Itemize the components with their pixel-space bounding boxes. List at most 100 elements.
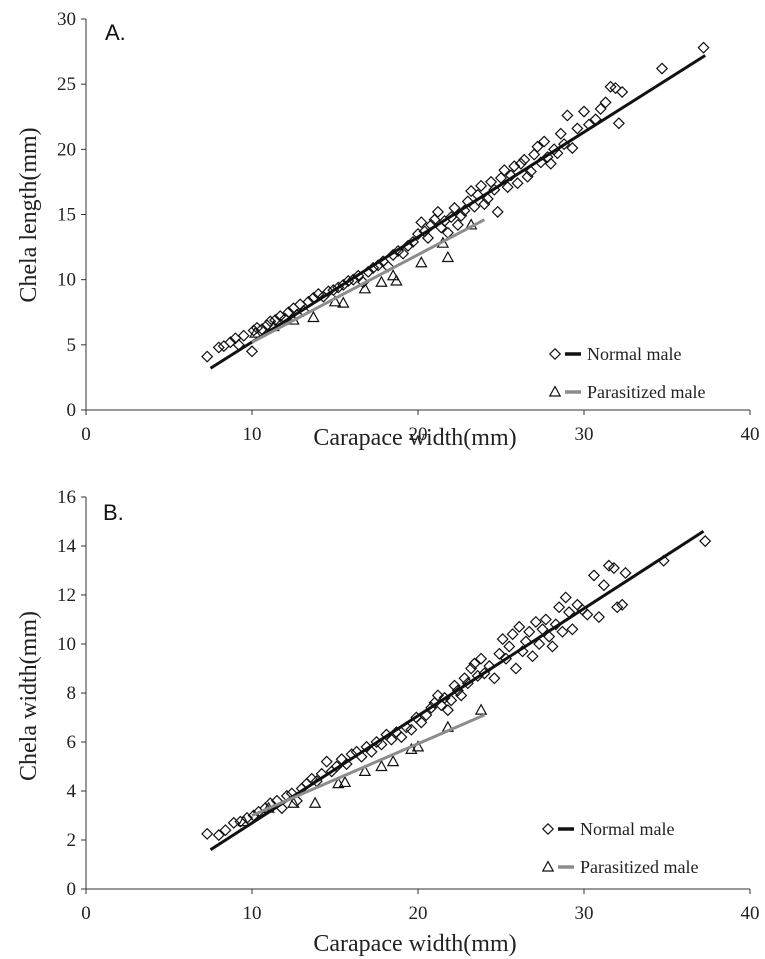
data-point-normal xyxy=(613,117,625,130)
panel-b-x-axis-title: Carapace width(mm) xyxy=(313,931,516,957)
data-point-normal xyxy=(526,650,539,663)
x-tick-label: 40 xyxy=(741,424,760,445)
fit-line-parasitized xyxy=(251,218,486,344)
data-point-normal xyxy=(699,535,711,547)
legend-marker-parasitized xyxy=(549,386,561,397)
data-point-normal xyxy=(496,633,509,645)
legend-marker-normal xyxy=(549,348,561,360)
panel-a-x-axis-title: Carapace width(mm) xyxy=(313,425,516,451)
x-tick-label: 30 xyxy=(575,903,594,924)
panel-a-ticks: 0 5 10 15 20 25 30 0 10 20 30 40 xyxy=(57,9,760,445)
x-tick-label: 0 xyxy=(81,903,91,924)
data-point-normal xyxy=(571,598,584,611)
data-point-normal xyxy=(616,86,628,98)
data-point-normal xyxy=(571,122,584,135)
y-tick-label: 0 xyxy=(67,400,77,421)
data-point-normal xyxy=(581,608,594,621)
panel-a-legend: Normal male Parasitized male xyxy=(549,344,705,402)
panel-b-marks xyxy=(201,530,711,852)
fit-line-normal xyxy=(209,54,706,370)
data-point-normal xyxy=(201,828,213,840)
data-point-normal xyxy=(530,616,542,628)
data-point-normal xyxy=(656,62,668,75)
data-point-normal xyxy=(395,731,408,743)
data-point-normal xyxy=(491,206,504,218)
data-point-normal xyxy=(213,341,225,354)
data-point-normal xyxy=(598,579,610,592)
legend-label-normal: Normal male xyxy=(580,819,674,839)
x-tick-label: 30 xyxy=(575,424,594,445)
y-tick-label: 20 xyxy=(57,139,76,160)
data-point-normal xyxy=(493,647,506,660)
data-point-normal xyxy=(554,127,567,140)
data-point-normal xyxy=(544,157,557,170)
data-point-normal xyxy=(246,345,258,358)
data-point-normal xyxy=(553,601,565,614)
data-point-parasitized xyxy=(309,797,321,808)
data-point-normal xyxy=(546,640,559,653)
panel-a: A. 0 5 10 15 20 25 30 0 10 20 30 40 Carapace width(… xyxy=(16,9,760,451)
panel-a-y-axis-title: Chela length(mm) xyxy=(16,127,42,302)
y-tick-label: 12 xyxy=(57,585,76,606)
data-point-normal xyxy=(213,829,225,841)
data-point-normal xyxy=(566,623,579,636)
fit-line-parasitized xyxy=(251,713,485,817)
data-point-normal xyxy=(616,598,628,611)
data-point-parasitized xyxy=(375,276,388,287)
data-point-normal xyxy=(510,662,522,675)
data-point-normal xyxy=(320,755,333,768)
data-point-normal xyxy=(506,628,519,641)
data-point-normal xyxy=(513,621,526,633)
y-tick-label: 30 xyxy=(57,9,76,30)
data-point-normal xyxy=(217,340,230,352)
data-point-normal xyxy=(594,103,607,115)
data-point-normal xyxy=(608,562,620,574)
data-point-normal xyxy=(604,80,617,93)
y-tick-label: 5 xyxy=(67,335,77,356)
data-point-parasitized xyxy=(475,704,487,715)
data-point-normal xyxy=(619,567,632,579)
data-point-normal xyxy=(503,640,516,653)
x-tick-label: 0 xyxy=(81,424,91,445)
data-point-normal xyxy=(556,625,569,638)
y-tick-label: 10 xyxy=(57,634,76,655)
y-tick-label: 14 xyxy=(57,536,77,557)
data-point-normal xyxy=(465,185,477,197)
data-point-parasitized xyxy=(442,251,454,263)
panel-b: B. 0 2 4 6 8 10 12 14 16 0 10 20 30 40 Carapace width… xyxy=(16,487,760,957)
data-point-normal xyxy=(540,613,552,626)
data-point-normal xyxy=(578,105,590,118)
panel-b-y-axis-title: Chela width(mm) xyxy=(16,611,42,781)
data-point-normal xyxy=(201,350,213,363)
x-tick-label: 40 xyxy=(741,903,760,924)
y-tick-label: 10 xyxy=(57,270,76,291)
data-point-normal xyxy=(518,153,531,166)
data-point-normal xyxy=(523,625,536,638)
data-point-normal xyxy=(593,611,605,623)
x-tick-label: 20 xyxy=(409,424,428,445)
data-point-normal xyxy=(599,96,612,109)
data-point-parasitized xyxy=(249,327,262,338)
x-tick-label: 10 xyxy=(243,903,262,924)
data-point-normal xyxy=(611,601,624,614)
data-point-normal xyxy=(219,824,232,837)
data-point-normal xyxy=(475,652,487,665)
data-point-parasitized xyxy=(307,311,320,323)
y-tick-label: 16 xyxy=(57,487,76,508)
y-tick-label: 4 xyxy=(67,781,77,802)
panel-b-ticks: 0 2 4 6 8 10 12 14 16 0 10 20 30 40 xyxy=(57,487,760,924)
data-point-normal xyxy=(697,41,710,54)
data-point-normal xyxy=(442,704,454,716)
y-tick-label: 6 xyxy=(67,732,77,753)
legend-label-parasitized: Parasitized male xyxy=(580,857,698,877)
panel-label-a: A. xyxy=(105,20,126,45)
panel-a-marks xyxy=(201,41,710,370)
legend-marker-parasitized xyxy=(542,860,554,872)
y-tick-label: 15 xyxy=(57,205,76,226)
data-point-normal xyxy=(588,569,600,582)
x-tick-label: 10 xyxy=(243,424,262,445)
data-point-normal xyxy=(488,672,501,685)
legend-label-normal: Normal male xyxy=(587,344,681,364)
y-tick-label: 8 xyxy=(67,683,77,704)
